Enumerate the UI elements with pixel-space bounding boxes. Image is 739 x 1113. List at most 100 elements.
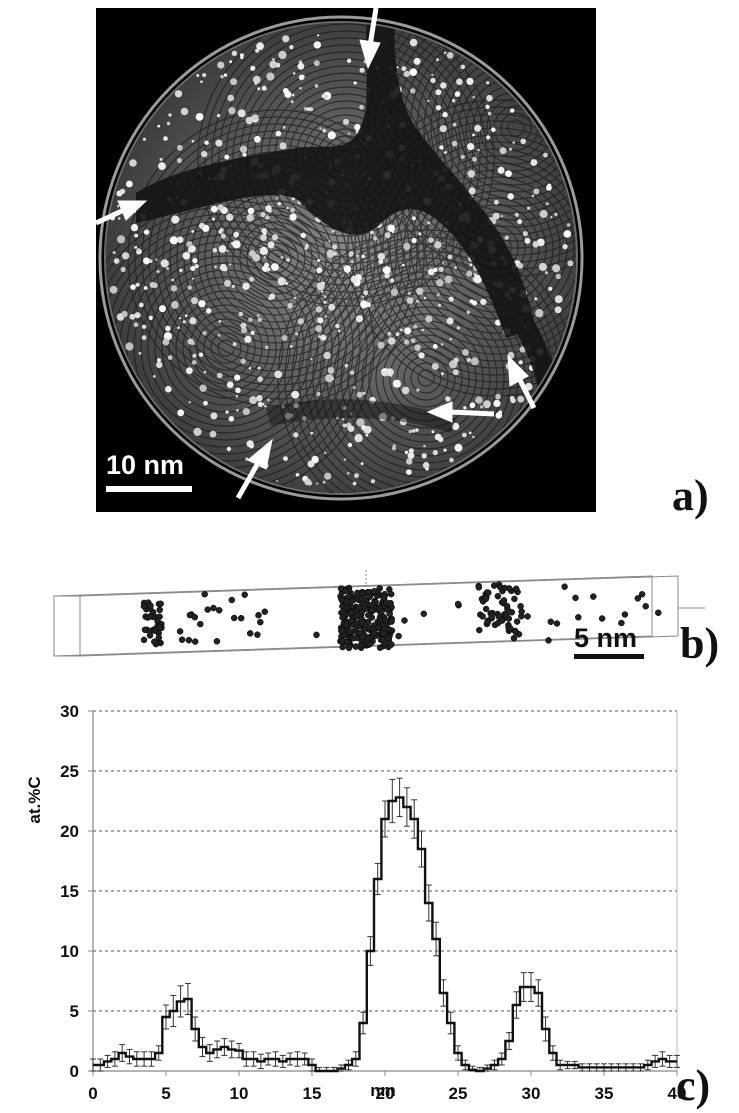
fim-bright-spot xyxy=(249,250,256,257)
fim-bright-spot xyxy=(198,300,206,308)
fim-bright-spot xyxy=(362,391,366,395)
fim-bright-spot xyxy=(485,104,490,110)
carbon-atom xyxy=(370,587,378,595)
carbon-atom xyxy=(339,614,346,621)
fim-bright-spot xyxy=(217,114,221,118)
fim-bright-spot xyxy=(474,124,482,132)
fim-bright-spot xyxy=(316,482,319,485)
carbon-atom xyxy=(241,591,248,598)
carbon-atom xyxy=(388,618,395,625)
fim-bright-spot xyxy=(171,215,180,224)
fim-bright-spot xyxy=(218,229,223,234)
fim-bright-spot xyxy=(472,95,475,99)
carbon-atom xyxy=(484,618,491,626)
fim-bright-spot xyxy=(130,223,139,232)
fim-bright-spot xyxy=(436,58,439,62)
fim-bright-spot xyxy=(217,61,225,69)
fim-bright-spot xyxy=(454,91,461,97)
carbon-atom xyxy=(490,582,498,589)
carbon-atom xyxy=(524,613,531,620)
fim-bright-spot xyxy=(281,334,288,341)
fim-bright-spot xyxy=(195,113,204,121)
y-tick-label: 25 xyxy=(60,762,79,781)
fim-bright-spot xyxy=(135,282,140,287)
fim-bright-spot xyxy=(566,223,571,227)
x-tick-label: 15 xyxy=(303,1084,322,1103)
fim-bright-spot xyxy=(210,412,218,420)
fim-bright-spot xyxy=(495,393,501,400)
fim-bright-spot xyxy=(255,48,260,53)
fim-bright-spot xyxy=(370,479,376,484)
fim-bright-spot xyxy=(354,123,361,131)
fim-bright-spot xyxy=(143,286,148,290)
fim-bright-spot xyxy=(468,187,476,195)
fim-bright-spot xyxy=(241,327,248,334)
fim-bright-spot xyxy=(289,45,294,50)
fim-bright-spot xyxy=(349,412,353,416)
carbon-atom xyxy=(503,602,511,610)
fim-bright-spot xyxy=(387,224,395,232)
fim-bright-spot xyxy=(435,89,442,96)
fim-bright-spot xyxy=(261,85,267,91)
fim-bright-spot xyxy=(299,87,302,90)
fim-image-area xyxy=(106,23,576,493)
fim-bright-spot xyxy=(187,285,192,290)
carbon-atom xyxy=(517,603,524,610)
fim-bright-spot xyxy=(206,308,212,314)
fim-bright-spot xyxy=(297,318,304,325)
carbon-atom xyxy=(513,618,521,625)
fim-bright-spot xyxy=(180,107,189,116)
fim-bright-spot xyxy=(275,130,282,137)
fim-bright-spot xyxy=(254,82,258,85)
fim-bright-spot xyxy=(460,154,465,159)
fim-bright-spot xyxy=(319,127,322,130)
fim-bright-spot xyxy=(378,412,387,421)
carbon-atom xyxy=(230,614,238,622)
fim-bright-spot xyxy=(456,78,463,86)
fim-bright-spot xyxy=(530,159,538,166)
fim-bright-spot xyxy=(149,259,153,263)
fim-bright-spot xyxy=(148,315,153,320)
fim-bright-spot xyxy=(423,296,427,300)
carbon-atom xyxy=(140,602,148,610)
fim-bright-spot xyxy=(407,452,415,459)
fim-bright-spot xyxy=(199,222,205,229)
fim-bright-spot xyxy=(554,212,558,217)
carbon-atom xyxy=(151,627,159,634)
fim-bright-spot xyxy=(439,125,447,133)
fim-bright-spot xyxy=(248,317,253,322)
fim-bright-spot xyxy=(411,216,416,221)
fim-bright-spot xyxy=(291,390,300,399)
fim-bright-spot xyxy=(160,259,169,268)
fim-bright-spot xyxy=(449,338,452,341)
fim-bright-spot xyxy=(442,112,448,118)
fim-bright-spot xyxy=(386,368,394,377)
fim-bright-spot xyxy=(443,448,447,452)
fim-bright-spot xyxy=(532,241,539,248)
fim-bright-spot xyxy=(165,325,171,332)
carbon-atom xyxy=(505,615,513,622)
fim-bright-spot xyxy=(390,278,395,283)
fim-bright-spot xyxy=(505,170,512,178)
carbon-atom xyxy=(368,601,376,609)
carbon-atom xyxy=(420,610,428,618)
carbon-atom xyxy=(157,600,164,608)
fim-bright-spot xyxy=(211,217,215,221)
carbon-atom xyxy=(343,621,350,629)
fim-bright-spot xyxy=(179,268,183,272)
fim-bright-spot xyxy=(432,450,438,456)
fim-bright-spot xyxy=(500,215,504,218)
fim-bright-spot xyxy=(365,433,369,437)
fim-bright-spot xyxy=(323,351,331,360)
fim-bright-spot xyxy=(354,473,359,479)
fim-bright-spot xyxy=(552,264,561,273)
fim-bright-spot xyxy=(467,170,476,178)
fim-bright-spot xyxy=(109,285,118,294)
fim-bright-spot xyxy=(279,142,287,150)
fim-bright-spot xyxy=(351,260,354,264)
fim-bright-spot xyxy=(316,391,321,396)
fim-bright-spot xyxy=(171,278,175,282)
fim-bright-spot xyxy=(278,50,287,60)
fim-bright-spot xyxy=(224,279,231,287)
carbon-atom xyxy=(197,620,204,628)
